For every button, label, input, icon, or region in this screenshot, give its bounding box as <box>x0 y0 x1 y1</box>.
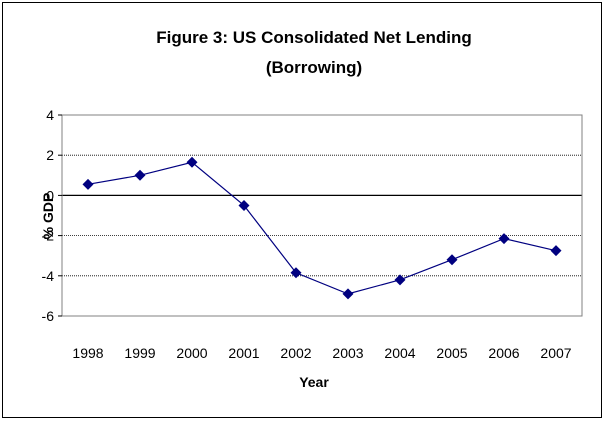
y-axis-ticks: 4 2 0 -2 -4 -6 <box>42 107 62 324</box>
y-tick-label: 0 <box>46 187 54 203</box>
x-tick-label: 2004 <box>384 345 415 361</box>
data-point-marker <box>342 288 354 300</box>
x-tick-label: 2005 <box>436 345 467 361</box>
data-point-marker <box>186 156 198 168</box>
data-point-marker <box>82 178 94 190</box>
data-point-marker <box>134 169 146 181</box>
data-point-marker <box>238 199 250 211</box>
data-point-marker <box>290 267 302 279</box>
data-point-marker <box>498 233 510 245</box>
data-point-marker <box>446 254 458 266</box>
chart-subtitle: (Borrowing) <box>266 58 362 77</box>
data-point-marker <box>550 245 562 257</box>
x-tick-label: 2000 <box>176 345 207 361</box>
y-axis-title: % GDP <box>40 193 56 240</box>
x-tick-label: 2002 <box>280 345 311 361</box>
x-tick-label: 2006 <box>488 345 519 361</box>
plot-area <box>61 114 583 317</box>
x-axis-ticks: 1998 1999 2000 2001 2002 2003 2004 2005 2006 2007 <box>72 345 571 361</box>
series-markers <box>82 156 562 300</box>
gridlines <box>62 154 582 277</box>
y-tick-label: -2 <box>42 228 55 244</box>
x-tick-label: 2007 <box>540 345 571 361</box>
chart-title: Figure 3: US Consolidated Net Lending <box>156 28 471 47</box>
x-tick-label: 1998 <box>72 345 103 361</box>
y-tick-label: -6 <box>42 308 55 324</box>
y-tick-label: 2 <box>46 147 54 163</box>
x-tick-label: 2001 <box>228 345 259 361</box>
series-line-path <box>87 161 557 295</box>
data-point-marker <box>394 274 406 286</box>
y-tick-label: 4 <box>46 107 54 123</box>
line-chart: Figure 3: US Consolidated Net Lending (B… <box>40 28 583 390</box>
y-tick-label: -4 <box>42 268 55 284</box>
x-axis-title: Year <box>299 374 329 390</box>
series-line <box>87 161 557 295</box>
chart-frame: Figure 3: US Consolidated Net Lending (B… <box>2 2 602 418</box>
x-tick-label: 1999 <box>124 345 155 361</box>
x-tick-label: 2003 <box>332 345 363 361</box>
